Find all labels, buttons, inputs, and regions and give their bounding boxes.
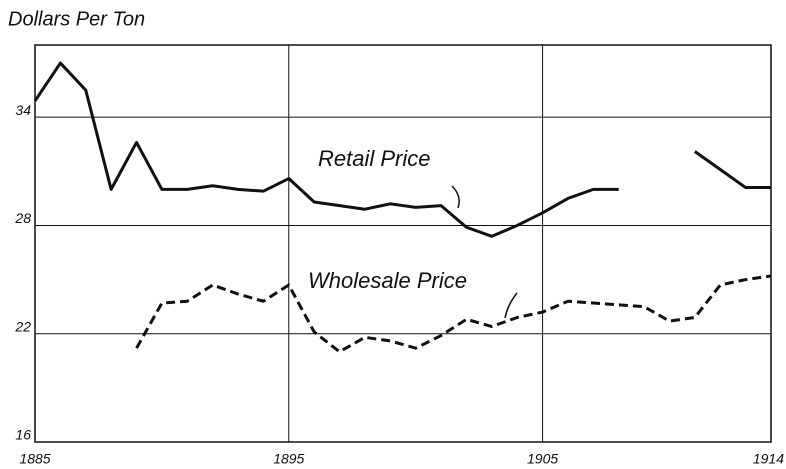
y-tick-label: 34 [15, 102, 31, 118]
y-tick-label: 22 [14, 318, 31, 334]
x-tick-label: 1905 [527, 451, 558, 467]
annotation-arrow [451, 185, 460, 209]
x-tick-label: 1885 [19, 451, 50, 467]
y-tick-label: 16 [15, 427, 31, 443]
annotation-arrow [504, 292, 518, 319]
x-tick-label: 1895 [273, 451, 304, 467]
series-line [33, 61, 771, 238]
x-tick-label: 1914 [753, 451, 784, 467]
series-line [135, 274, 772, 354]
y-tick-label: 28 [14, 210, 31, 226]
annotation: Retail Price [318, 146, 430, 171]
plot-frame [34, 44, 772, 443]
annotation: Wholesale Price [308, 268, 467, 293]
y-axis-label: Dollars Per Ton [8, 8, 145, 30]
